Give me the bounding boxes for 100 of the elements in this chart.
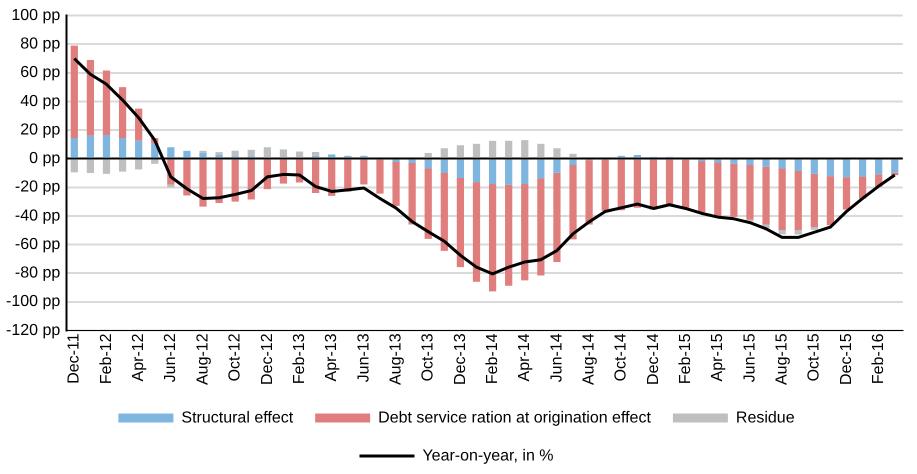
x-tick-label: Feb-14 bbox=[484, 333, 501, 384]
bar bbox=[70, 138, 78, 158]
x-tick-label: Jun-14 bbox=[548, 333, 566, 382]
bar bbox=[280, 149, 288, 158]
bar bbox=[794, 160, 802, 171]
bar bbox=[569, 160, 577, 165]
bar bbox=[135, 140, 142, 158]
x-tick-label: Jun-13 bbox=[355, 333, 372, 382]
bar bbox=[746, 160, 754, 165]
bar bbox=[826, 176, 834, 226]
bar bbox=[102, 134, 110, 158]
y-tick-label: -120 pp bbox=[6, 322, 60, 339]
bar bbox=[472, 182, 480, 282]
bar bbox=[602, 160, 609, 211]
bar bbox=[682, 160, 690, 208]
x-tick-label: Aug-13 bbox=[387, 333, 404, 385]
x-tick-label: Dec-15 bbox=[838, 333, 855, 385]
bar bbox=[730, 164, 738, 217]
bar bbox=[440, 148, 448, 158]
x-tick-label: Aug-12 bbox=[194, 333, 212, 385]
bar bbox=[296, 152, 304, 158]
bar bbox=[392, 162, 400, 206]
bar bbox=[408, 160, 416, 163]
bar bbox=[650, 160, 658, 210]
bar bbox=[810, 226, 818, 230]
bar bbox=[199, 160, 207, 207]
x-tick-label: Apr-14 bbox=[516, 333, 534, 382]
bar bbox=[505, 140, 512, 158]
bar bbox=[183, 150, 191, 158]
bar bbox=[537, 144, 544, 158]
bar bbox=[102, 160, 110, 174]
legend-label: Residue bbox=[736, 409, 795, 426]
x-tick-label: Feb-15 bbox=[677, 333, 694, 384]
bar bbox=[521, 140, 528, 158]
x-tick-label: Dec-13 bbox=[452, 333, 469, 385]
bar bbox=[891, 160, 898, 173]
bar bbox=[762, 166, 770, 225]
y-tick-label: -100 pp bbox=[6, 293, 60, 310]
bar bbox=[215, 160, 223, 204]
bar bbox=[826, 160, 834, 176]
bar bbox=[842, 160, 850, 178]
y-tick-label: 0 pp bbox=[29, 150, 60, 168]
bar bbox=[424, 168, 432, 239]
bar bbox=[151, 160, 158, 164]
y-tick-label: 40 pp bbox=[20, 92, 60, 110]
bar bbox=[537, 178, 544, 276]
bar bbox=[778, 230, 786, 234]
bar bbox=[440, 160, 448, 174]
bar bbox=[440, 173, 448, 251]
bar bbox=[505, 184, 512, 286]
bar bbox=[875, 160, 882, 174]
bar bbox=[634, 160, 641, 208]
bar bbox=[232, 160, 239, 202]
bar bbox=[70, 160, 78, 172]
legend-label: Year-on-year, in % bbox=[422, 447, 554, 464]
bar bbox=[634, 154, 641, 158]
bar bbox=[746, 164, 754, 220]
bar bbox=[86, 136, 94, 158]
bar bbox=[698, 162, 706, 212]
bar bbox=[585, 160, 593, 225]
bar bbox=[714, 160, 722, 162]
bar bbox=[86, 160, 94, 174]
bar bbox=[232, 150, 239, 156]
y-tick-label: 80 pp bbox=[20, 36, 60, 53]
bar bbox=[778, 168, 786, 230]
y-tick-label: 20 pp bbox=[20, 121, 60, 138]
y-tick-label: -80 pp bbox=[14, 264, 60, 282]
bar bbox=[505, 160, 512, 185]
bar bbox=[70, 46, 78, 138]
x-tick-label: Dec-12 bbox=[258, 333, 276, 385]
bar bbox=[714, 162, 722, 216]
x-tick-label: Dec-14 bbox=[644, 333, 662, 385]
bar bbox=[666, 160, 674, 206]
bar bbox=[248, 160, 255, 200]
bar bbox=[248, 150, 255, 156]
bar bbox=[553, 160, 561, 173]
legend-label: Debt service ration at origination effect bbox=[378, 409, 652, 426]
legend-label: Structural effect bbox=[181, 409, 294, 426]
x-tick-label: Apr-15 bbox=[709, 333, 726, 382]
y-tick-label: -60 pp bbox=[14, 236, 60, 253]
x-tick-label: Oct-15 bbox=[806, 333, 823, 382]
bar bbox=[730, 160, 738, 164]
x-tick-label: Feb-13 bbox=[290, 333, 308, 384]
bar bbox=[762, 160, 770, 167]
bar bbox=[376, 160, 384, 194]
bar bbox=[810, 174, 818, 227]
bar bbox=[328, 154, 336, 158]
bar bbox=[135, 160, 142, 170]
bar bbox=[199, 152, 207, 158]
bar bbox=[424, 160, 432, 168]
y-tick-label: 60 pp bbox=[20, 64, 60, 82]
bar bbox=[456, 145, 464, 158]
y-tick-label: -20 pp bbox=[14, 178, 60, 196]
bar bbox=[118, 138, 126, 158]
bar bbox=[360, 160, 368, 184]
bar bbox=[618, 160, 625, 210]
bar bbox=[456, 178, 464, 268]
bar bbox=[553, 172, 561, 262]
bar bbox=[328, 160, 336, 196]
bar bbox=[810, 160, 818, 174]
